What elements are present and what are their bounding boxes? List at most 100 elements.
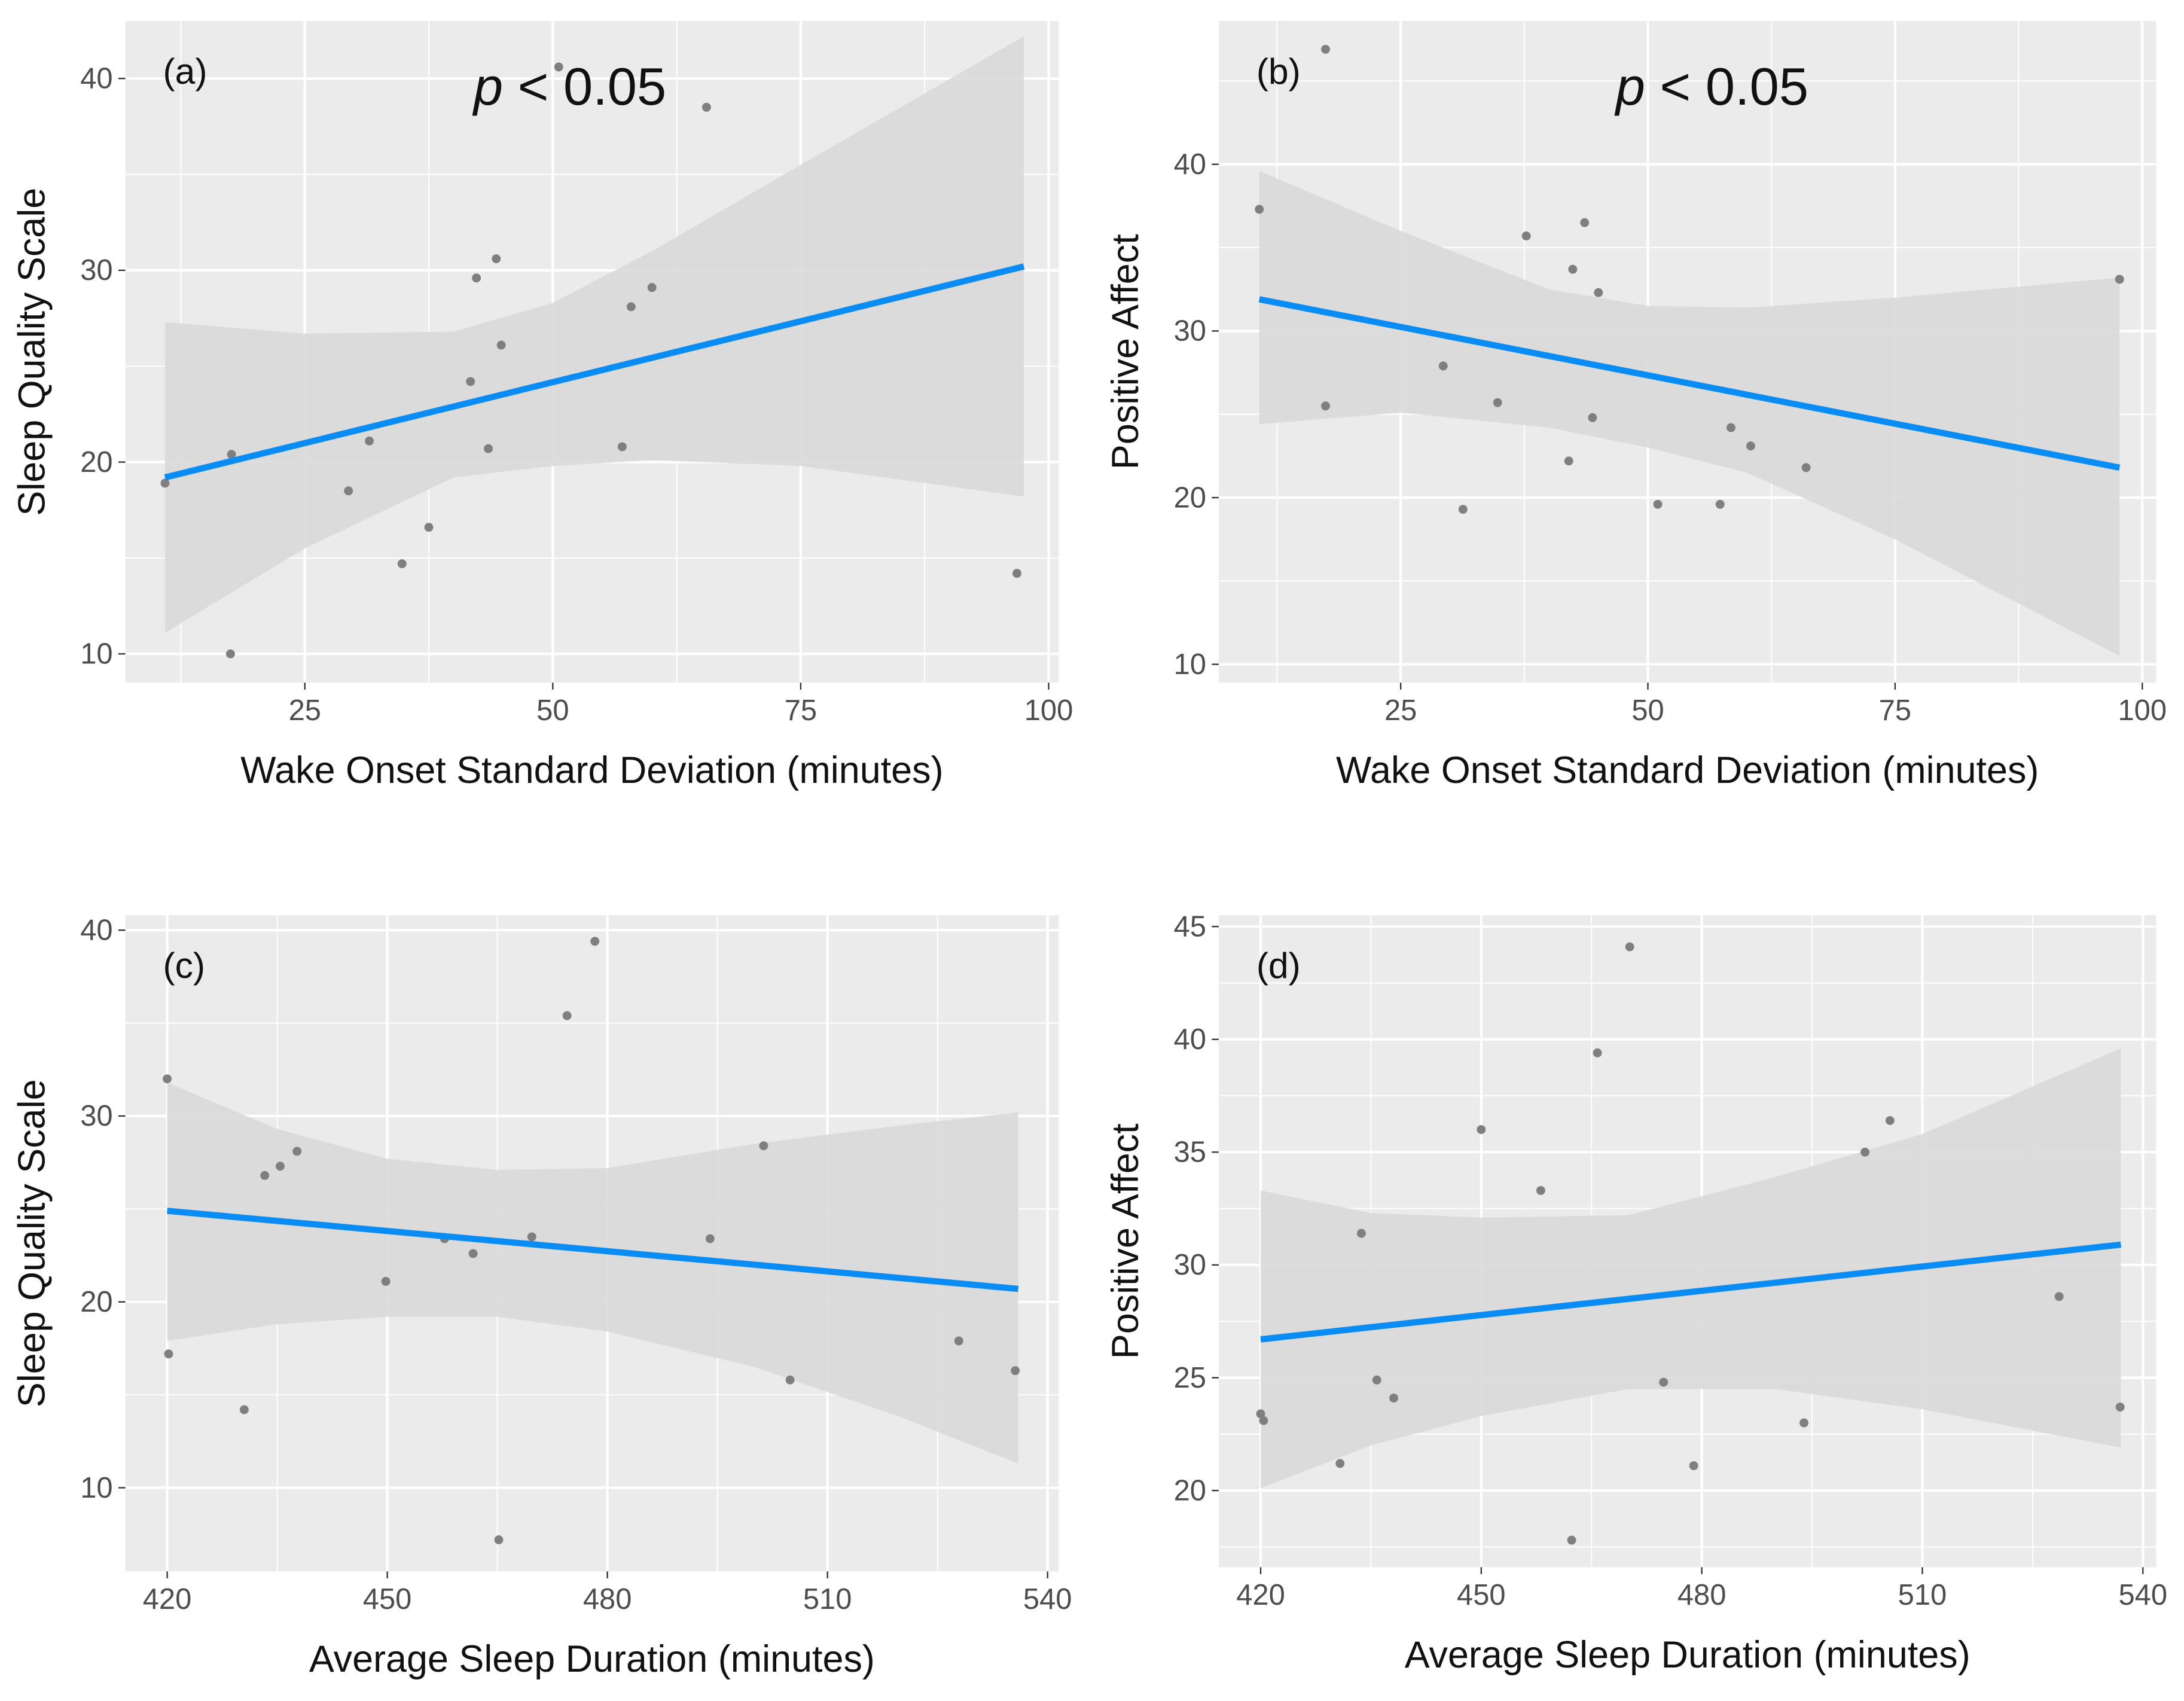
data-point (2054, 1292, 2064, 1301)
data-point (1593, 1048, 1602, 1057)
data-point (590, 937, 600, 946)
data-point (1356, 1228, 1366, 1238)
data-point (954, 1336, 963, 1346)
y-tick-label: 10 (80, 1472, 112, 1504)
data-point (365, 436, 374, 446)
x-tick-label: 480 (583, 1583, 632, 1615)
data-point (1012, 569, 1021, 578)
data-point (1653, 499, 1663, 509)
regression-line (1258, 296, 2121, 471)
confidence-ribbon (1259, 170, 2120, 656)
data-point (397, 559, 407, 568)
regression-line (167, 1208, 1019, 1292)
data-point (1011, 1366, 1020, 1376)
data-point (484, 444, 493, 453)
p-value-annotation: p < 0.05 (1614, 57, 1808, 116)
x-tick-label: 50 (536, 694, 569, 727)
y-tick-label: 10 (1174, 648, 1206, 681)
y-tick-label: 20 (1174, 1474, 1206, 1507)
panel-label: (d) (1256, 945, 1301, 986)
data-point (527, 1232, 536, 1242)
x-tick-label: 25 (1384, 694, 1417, 727)
x-tick-label: 420 (1236, 1579, 1285, 1611)
data-point (1594, 288, 1603, 297)
confidence-ribbon (164, 36, 1024, 633)
p-value-annotation: p < 0.05 (472, 57, 666, 116)
data-point (1255, 205, 1264, 214)
x-tick-label: 540 (2118, 1579, 2167, 1611)
data-point (705, 1234, 715, 1243)
data-point (496, 340, 506, 350)
x-tick-label: 420 (143, 1583, 192, 1615)
data-point (647, 283, 657, 292)
data-point (260, 1170, 270, 1180)
regression-line (1260, 1241, 2121, 1343)
data-point (160, 478, 170, 488)
y-tick-label: 30 (80, 254, 112, 286)
x-tick-label: 510 (803, 1583, 852, 1615)
data-point (1493, 398, 1502, 407)
p-threshold: < 0.05 (503, 57, 666, 116)
data-point (292, 1147, 302, 1156)
x-axis-label: Wake Onset Standard Deviation (minutes) (1336, 749, 2039, 791)
data-point (626, 302, 636, 312)
panel-label: (b) (1256, 51, 1301, 92)
data-point (1259, 1416, 1268, 1425)
x-tick-label: 25 (289, 694, 321, 727)
data-point (1885, 1116, 1895, 1125)
y-tick-label: 30 (1174, 315, 1206, 347)
data-point (701, 102, 711, 112)
data-point (1801, 463, 1811, 472)
x-tick-label: 450 (1457, 1579, 1506, 1611)
panel-label: (c) (163, 945, 206, 986)
y-tick-label: 35 (1174, 1136, 1206, 1169)
y-axis-label: Positive Affect (1105, 1123, 1146, 1359)
y-tick-label: 10 (80, 638, 112, 670)
data-point (1860, 1147, 1870, 1157)
data-point (1438, 361, 1448, 371)
x-axis-label: Average Sleep Duration (minutes) (309, 1638, 875, 1680)
x-tick-label: 50 (1631, 694, 1664, 727)
y-tick-label: 30 (1174, 1249, 1206, 1281)
panel-b: 25 50 75 100 10 20 30 40 (b) p < 0.05 Wake Onset S… (1105, 21, 2167, 791)
p-symbol: p (472, 57, 503, 116)
data-point (2115, 275, 2124, 284)
y-tick-label: 40 (80, 914, 112, 946)
data-point (1256, 1409, 1265, 1419)
data-point (1726, 423, 1735, 432)
data-point (1321, 44, 1330, 54)
x-tick-label: 100 (2118, 694, 2167, 727)
x-axis-label: Wake Onset Standard Deviation (minutes) (240, 749, 943, 791)
y-tick-label: 30 (80, 1100, 112, 1132)
data-point (1458, 505, 1468, 514)
data-point (163, 1074, 172, 1084)
x-tick-label: 450 (363, 1583, 412, 1615)
confidence-ribbon (1261, 1048, 2121, 1489)
data-point (1568, 264, 1578, 274)
panel-d: 420 450 480 510 540 20 25 30 35 40 45 (d) Average Sl… (1105, 910, 2167, 1676)
data-point (276, 1162, 285, 1171)
x-axis-label: Average Sleep Duration (minutes) (1405, 1634, 1971, 1676)
data-point (1335, 1459, 1345, 1468)
y-tick-label: 20 (1174, 481, 1206, 514)
confidence-ribbon (167, 1082, 1018, 1464)
panel-c: 420 450 480 510 540 10 20 30 40 (c) Average Sleep … (11, 914, 1072, 1680)
data-point (1536, 1185, 1545, 1195)
p-threshold: < 0.05 (1645, 57, 1808, 116)
data-point (1521, 231, 1531, 240)
data-point (1321, 401, 1330, 411)
data-point (164, 1349, 173, 1359)
x-tick-label: 75 (785, 694, 817, 727)
y-tick-label: 20 (80, 1286, 112, 1318)
y-tick-label: 45 (1174, 910, 1206, 943)
data-point (1659, 1377, 1668, 1387)
data-point (1799, 1418, 1808, 1428)
data-point (554, 62, 563, 72)
regression-line (164, 263, 1025, 481)
data-point (1477, 1125, 1486, 1135)
data-point (759, 1141, 768, 1151)
x-tick-label: 540 (1023, 1583, 1072, 1615)
y-axis-label: Positive Affect (1105, 234, 1146, 470)
x-tick-label: 510 (1898, 1579, 1947, 1611)
